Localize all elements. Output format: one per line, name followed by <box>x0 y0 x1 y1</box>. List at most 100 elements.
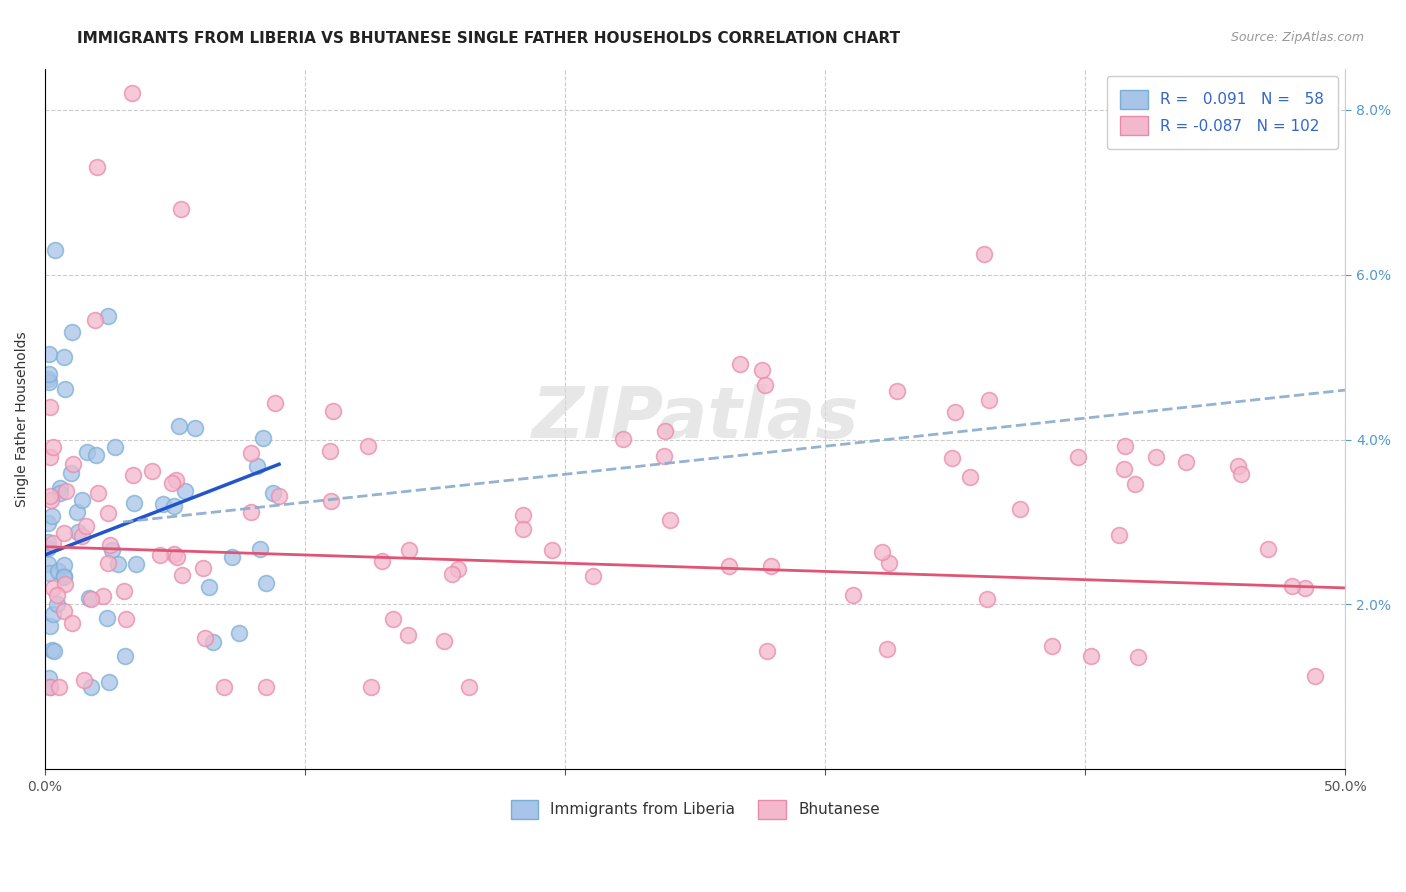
Point <box>398 542 420 557</box>
Point <box>97 506 120 520</box>
Point <box>458 680 481 694</box>
Point <box>37 535 59 549</box>
Point <box>55 483 77 498</box>
Point <box>1008 502 1031 516</box>
Point <box>184 421 207 435</box>
Point <box>44 644 66 658</box>
Legend: Immigrants from Liberia, Bhutanese: Immigrants from Liberia, Bhutanese <box>505 794 886 825</box>
Point <box>322 404 344 418</box>
Point <box>264 396 287 410</box>
Point <box>114 648 136 663</box>
Point <box>886 384 908 399</box>
Point <box>1114 439 1136 453</box>
Point <box>52 526 75 541</box>
Point <box>67 525 90 540</box>
Point <box>202 635 225 649</box>
Point <box>84 313 107 327</box>
Point <box>973 247 995 261</box>
Point <box>842 588 865 602</box>
Point <box>191 560 214 574</box>
Point <box>148 548 170 562</box>
Point <box>396 628 419 642</box>
Text: Source: ZipAtlas.com: Source: ZipAtlas.com <box>1230 31 1364 45</box>
Point <box>100 543 122 558</box>
Point <box>75 519 97 533</box>
Point <box>447 562 470 576</box>
Point <box>167 419 190 434</box>
Point <box>717 559 740 574</box>
Point <box>39 680 62 694</box>
Point <box>872 545 894 559</box>
Point <box>121 87 143 101</box>
Point <box>433 634 456 648</box>
Point <box>370 554 392 568</box>
Point <box>254 680 277 694</box>
Point <box>96 611 118 625</box>
Point <box>170 202 193 216</box>
Point <box>256 576 278 591</box>
Point <box>759 559 782 574</box>
Point <box>86 448 108 462</box>
Point <box>46 588 69 602</box>
Point <box>152 497 174 511</box>
Point <box>1128 650 1150 665</box>
Point <box>1080 649 1102 664</box>
Point <box>98 538 121 552</box>
Point <box>37 541 59 556</box>
Point <box>80 680 103 694</box>
Point <box>212 680 235 694</box>
Point <box>76 445 98 459</box>
Point <box>1144 450 1167 465</box>
Point <box>73 673 96 688</box>
Point <box>52 569 75 583</box>
Point <box>194 631 217 645</box>
Point <box>262 485 284 500</box>
Point <box>70 493 93 508</box>
Point <box>97 556 120 570</box>
Point <box>104 441 127 455</box>
Point <box>41 581 63 595</box>
Point <box>943 405 966 419</box>
Point <box>249 542 271 557</box>
Point <box>1123 476 1146 491</box>
Point <box>124 496 146 510</box>
Point <box>37 557 59 571</box>
Point <box>49 481 72 495</box>
Point <box>976 591 998 606</box>
Point <box>48 680 70 694</box>
Point <box>97 309 120 323</box>
Point <box>541 543 564 558</box>
Point <box>267 489 290 503</box>
Point <box>41 607 63 621</box>
Point <box>440 567 463 582</box>
Point <box>66 505 89 519</box>
Point <box>41 508 63 523</box>
Point <box>754 377 776 392</box>
Point <box>1294 581 1316 595</box>
Point <box>125 557 148 571</box>
Point <box>37 367 59 381</box>
Point <box>37 516 59 531</box>
Point <box>107 558 129 572</box>
Point <box>37 375 59 389</box>
Point <box>80 591 103 606</box>
Point <box>60 616 83 631</box>
Point <box>319 494 342 508</box>
Point <box>60 326 83 340</box>
Text: ZIPatlas: ZIPatlas <box>531 384 859 453</box>
Point <box>39 400 62 414</box>
Point <box>360 680 382 694</box>
Point <box>172 568 194 582</box>
Point <box>221 549 243 564</box>
Point <box>728 357 751 371</box>
Point <box>1067 450 1090 465</box>
Point <box>1040 639 1063 653</box>
Point <box>160 475 183 490</box>
Point <box>165 473 187 487</box>
Point <box>42 536 65 550</box>
Point <box>512 522 534 536</box>
Point <box>228 625 250 640</box>
Point <box>53 569 76 583</box>
Point <box>173 483 195 498</box>
Point <box>79 591 101 605</box>
